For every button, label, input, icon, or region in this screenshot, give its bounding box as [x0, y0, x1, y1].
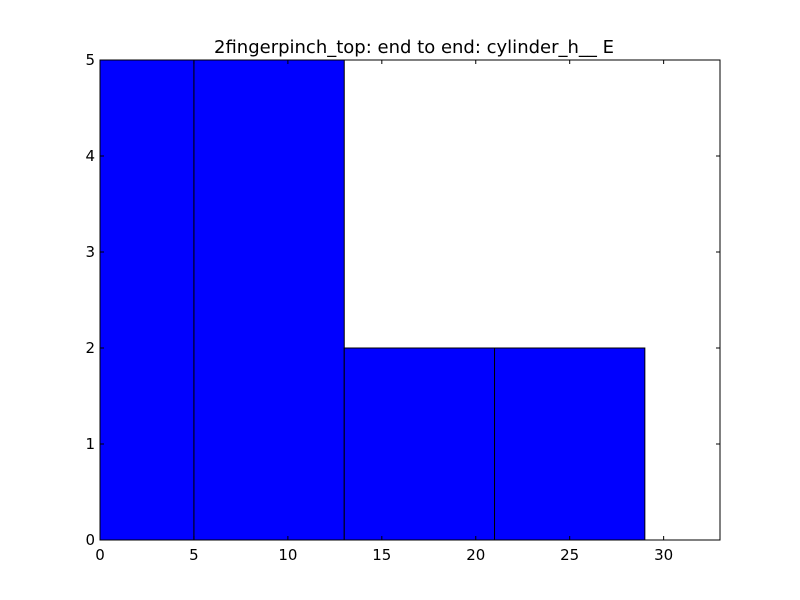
x-tick-label-6: 30 — [654, 546, 673, 564]
chart-title: 2fingerpinch_top: end to end: cylinder_h… — [214, 37, 614, 58]
y-tick-label-3: 3 — [85, 243, 95, 261]
bars-group — [99, 59, 646, 541]
y-tick-label-4: 4 — [85, 147, 95, 165]
x-tick-label-4: 20 — [466, 546, 485, 564]
x-tick-label-3: 15 — [372, 546, 391, 564]
histogram-bar-1 — [193, 59, 345, 541]
x-tick-label-2: 10 — [278, 546, 297, 564]
histogram-bar-3 — [494, 347, 646, 541]
ticks-group: 0 5 10 15 20 25 30 0 1 2 3 4 5 — [85, 51, 720, 564]
histogram-bar-2 — [343, 347, 496, 541]
plot-area-frame — [99, 59, 721, 541]
y-tick-label-0: 0 — [85, 531, 95, 549]
y-tick-label-2: 2 — [85, 339, 95, 357]
y-tick-label-5: 5 — [85, 51, 95, 69]
x-tick-label-5: 25 — [560, 546, 579, 564]
x-tick-label-0: 0 — [95, 546, 105, 564]
y-tick-label-1: 1 — [85, 435, 95, 453]
x-tick-label-1: 5 — [189, 546, 199, 564]
histogram-bar-0 — [99, 59, 195, 541]
